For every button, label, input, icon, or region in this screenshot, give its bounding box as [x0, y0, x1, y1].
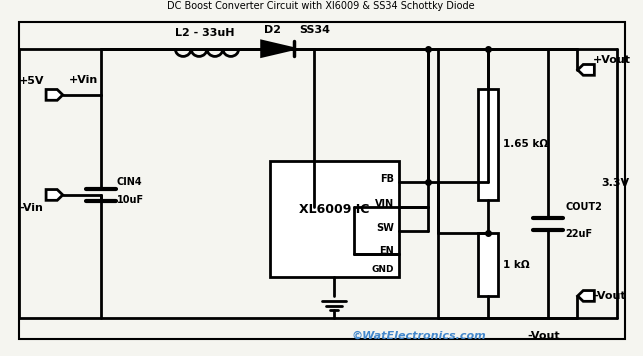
- Text: EN: EN: [379, 246, 394, 256]
- Text: XL6009 IC: XL6009 IC: [299, 203, 369, 216]
- Polygon shape: [46, 89, 63, 100]
- Polygon shape: [577, 290, 594, 301]
- Bar: [478, 234, 498, 296]
- Text: FB: FB: [380, 174, 394, 184]
- Text: +Vin: +Vin: [69, 75, 98, 85]
- Text: +Vout: +Vout: [593, 55, 631, 65]
- Text: CIN4: CIN4: [116, 177, 142, 187]
- Text: COUT2: COUT2: [566, 202, 602, 212]
- Text: -Vin: -Vin: [19, 203, 43, 213]
- Polygon shape: [262, 41, 294, 56]
- Text: 1.65 kΩ: 1.65 kΩ: [503, 140, 548, 150]
- Text: 3.3V: 3.3V: [601, 178, 629, 188]
- Text: +5V: +5V: [19, 77, 45, 87]
- Text: -Vout: -Vout: [593, 291, 626, 301]
- Title: DC Boost Converter Circuit with Xl6009 & SS34 Schottky Diode: DC Boost Converter Circuit with Xl6009 &…: [167, 1, 475, 11]
- Text: 22uF: 22uF: [566, 229, 593, 239]
- Polygon shape: [46, 189, 63, 200]
- Bar: [478, 89, 498, 200]
- Text: 10uF: 10uF: [116, 195, 144, 205]
- Text: SW: SW: [376, 222, 394, 232]
- Bar: [269, 161, 399, 277]
- Text: L2 - 33uH: L2 - 33uH: [175, 28, 235, 38]
- Text: -Vout: -Vout: [528, 331, 561, 341]
- Text: D2: D2: [264, 25, 280, 35]
- Text: ©WatElectronics.com: ©WatElectronics.com: [351, 331, 486, 341]
- Text: GND: GND: [371, 265, 394, 274]
- Text: 1 kΩ: 1 kΩ: [503, 260, 530, 270]
- Text: VIN: VIN: [375, 199, 394, 209]
- Polygon shape: [577, 64, 594, 75]
- Text: SS34: SS34: [300, 25, 331, 35]
